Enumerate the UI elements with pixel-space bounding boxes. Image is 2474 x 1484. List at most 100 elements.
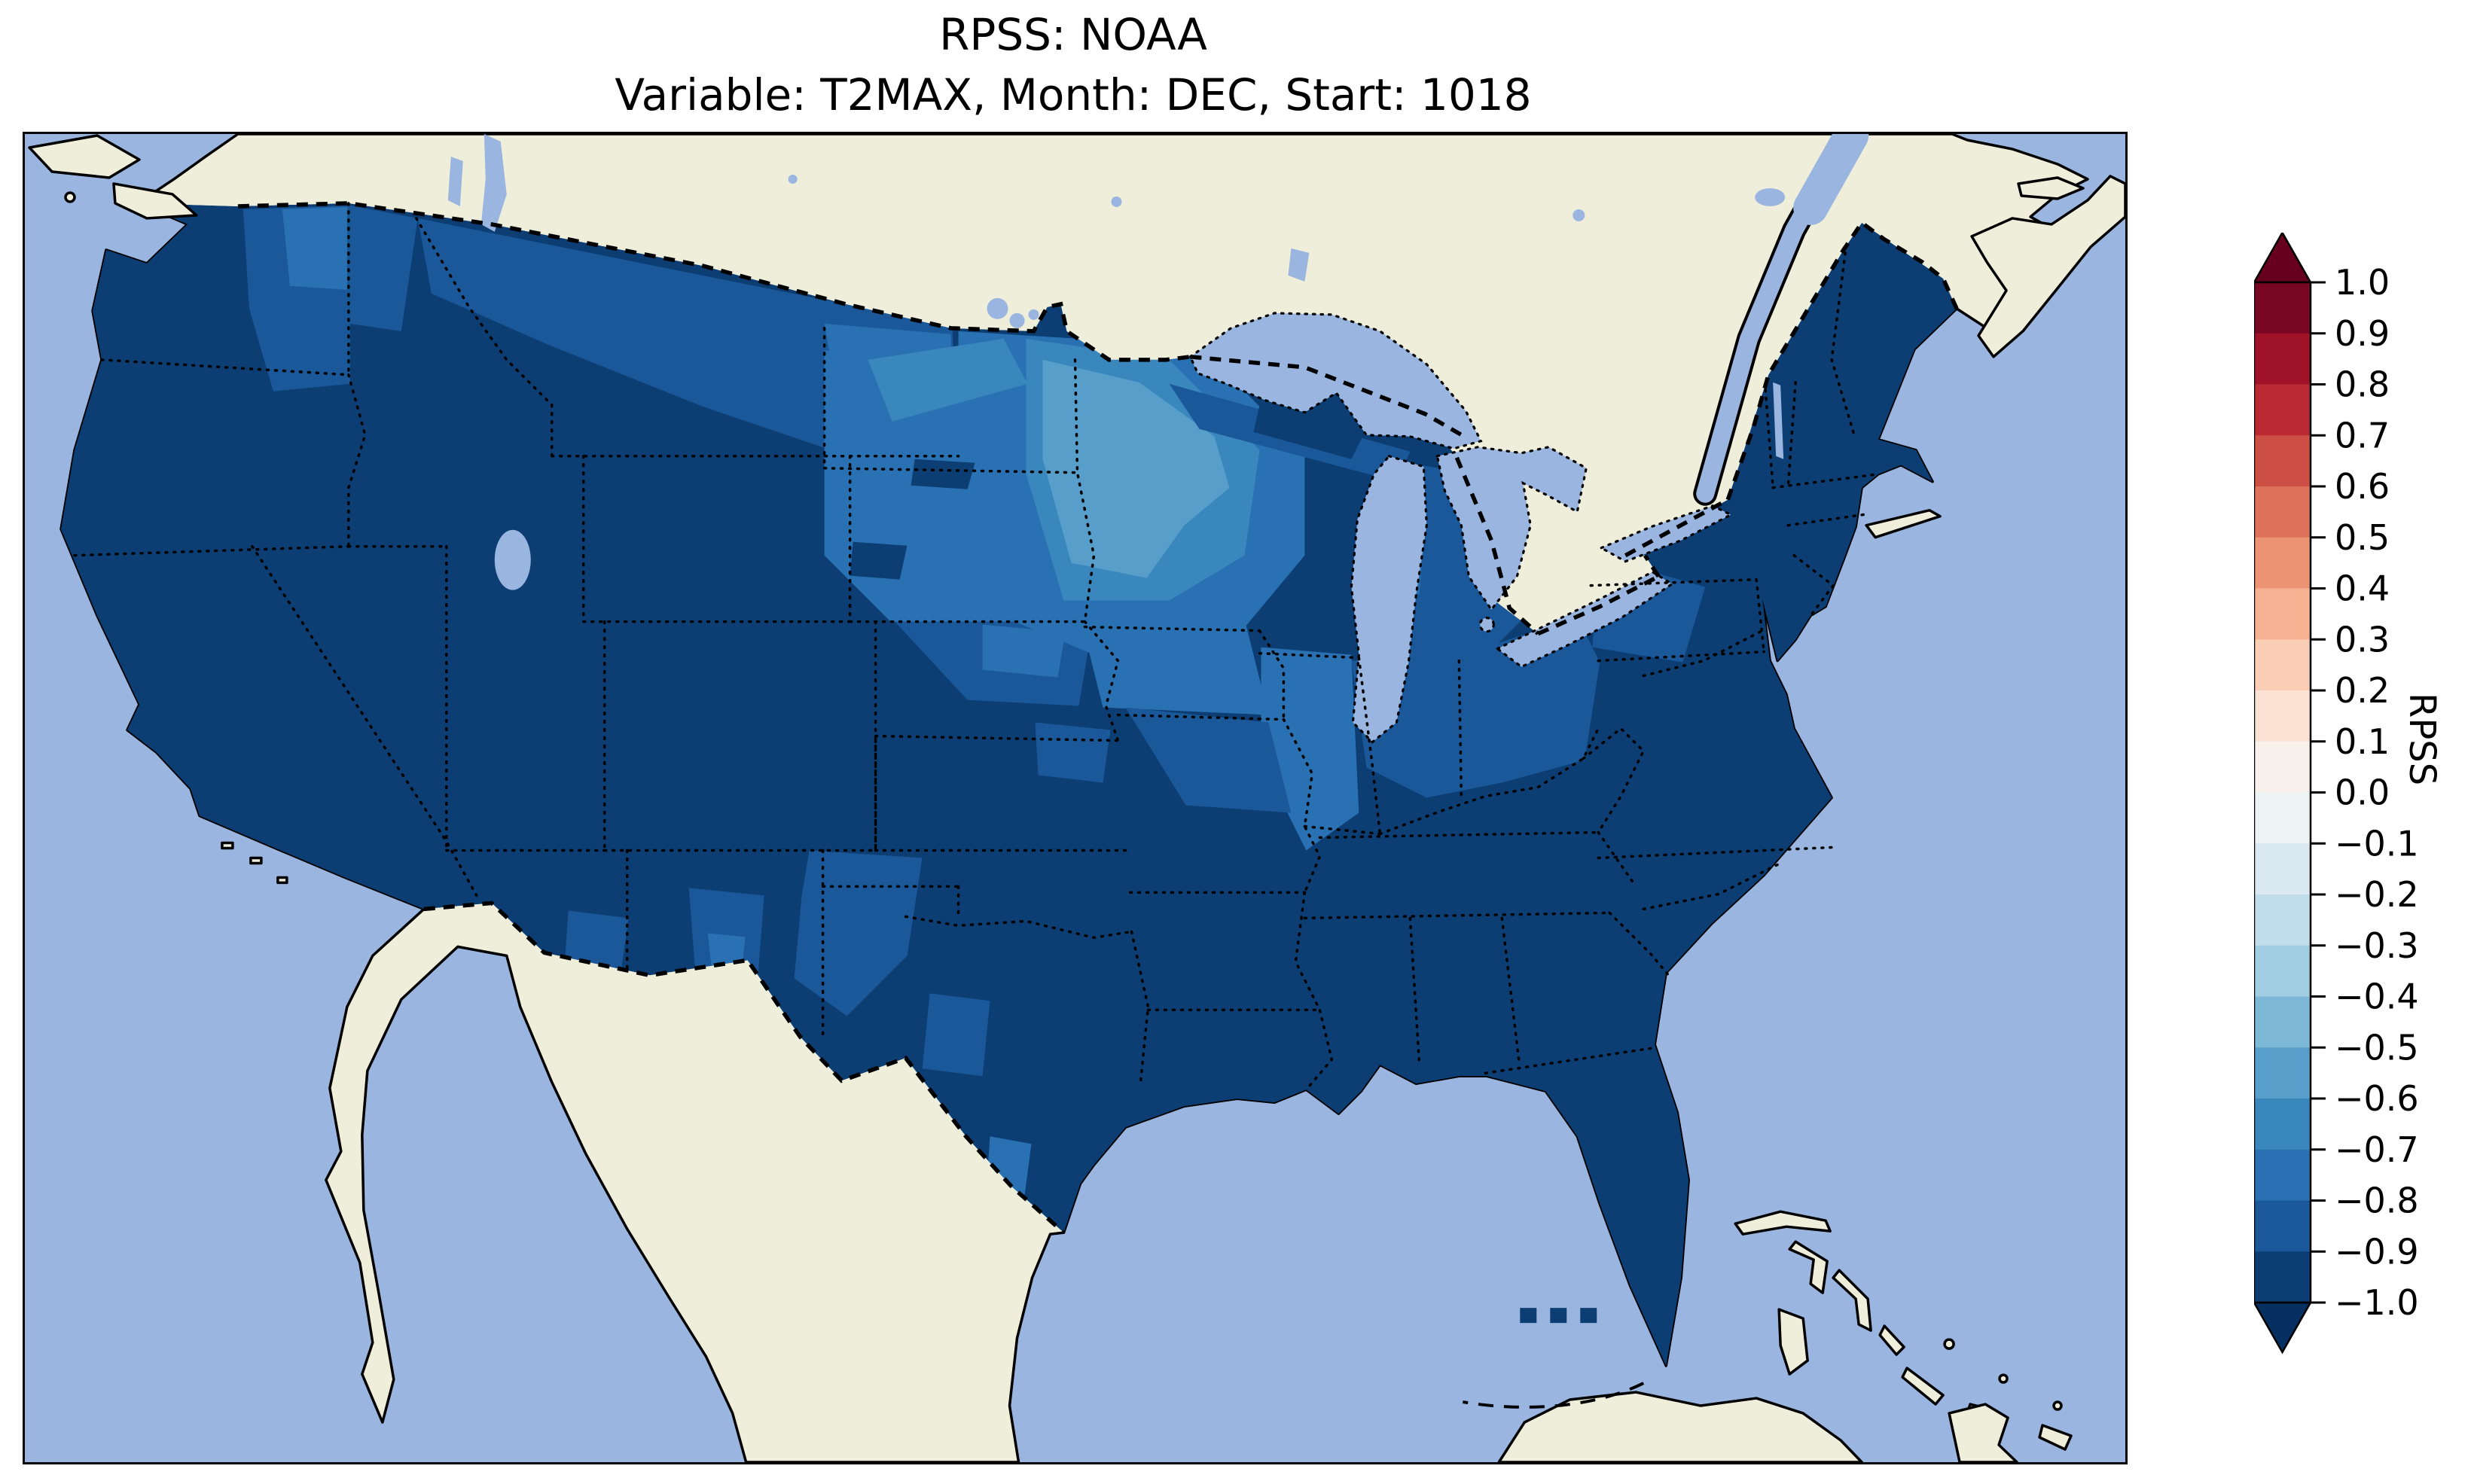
up-dark-spot xyxy=(1253,398,1367,459)
colorbar-segment xyxy=(2254,843,2311,895)
colorbar-segment xyxy=(2254,1251,2311,1303)
ks-pocket xyxy=(1035,722,1111,783)
colorbar-segment xyxy=(2254,1200,2311,1252)
lake-nipigon xyxy=(1288,248,1310,282)
colorbar-tick-label: 0.9 xyxy=(2335,313,2390,354)
colorbar-segment xyxy=(2254,282,2311,334)
offshore-data-cells xyxy=(1520,1308,1597,1324)
chart-title: RPSS: NOAA xyxy=(939,9,1207,60)
mo-ne xyxy=(1125,707,1292,813)
florida-keys-cell-2 xyxy=(1550,1308,1567,1324)
lake-manitoba xyxy=(447,156,463,206)
colorbar-tick-label: 0.5 xyxy=(2335,517,2390,558)
colorbar-segment xyxy=(2254,1047,2311,1099)
colorbar-segment xyxy=(2254,945,2311,998)
colorbar-tick-label: −0.6 xyxy=(2335,1078,2419,1119)
us-rpss-map xyxy=(25,134,2125,1462)
colorbar-tick-label: 0.1 xyxy=(2335,721,2390,762)
tx-central xyxy=(922,993,990,1077)
vancouver-island xyxy=(28,134,141,179)
colorbar-tick-label: −1.0 xyxy=(2335,1282,2419,1323)
prince-edward-island xyxy=(2017,176,2085,200)
hispaniola xyxy=(1948,1403,2018,1462)
map-panel xyxy=(23,132,2128,1464)
florida-keys-arc xyxy=(1462,1382,1645,1409)
lake-champlain xyxy=(1773,382,1784,459)
colorbar-segment xyxy=(2254,690,2311,742)
st-lawrence-river xyxy=(1693,134,1869,506)
sd-dark-spot xyxy=(850,541,908,580)
colorbar-tick-label: 0.4 xyxy=(2335,568,2390,609)
islands xyxy=(28,134,2125,1462)
state-borders xyxy=(73,202,1880,1092)
colorbar-under-arrow xyxy=(2252,1301,2313,1354)
colorbar-tick-label: 0.7 xyxy=(2335,415,2390,456)
colorbar-segment xyxy=(2254,639,2311,691)
colorbar-tick-label: 0.3 xyxy=(2335,619,2390,660)
other-lakes xyxy=(447,134,1786,590)
lake-st-clair xyxy=(1478,617,1495,633)
colorbar-tick-label: 0.2 xyxy=(2335,670,2390,711)
chart-subtitle: Variable: T2MAX, Month: DEC, Start: 1018 xyxy=(615,69,1532,120)
colorbar-tick-label: −0.7 xyxy=(2335,1129,2419,1170)
inagua xyxy=(2038,1424,2073,1451)
colorbar-tick-label: −0.5 xyxy=(2335,1027,2419,1068)
colorbar-tick-label: 0.0 xyxy=(2335,772,2390,813)
n-idaho xyxy=(349,205,418,331)
colorbar-segment xyxy=(2254,1099,2311,1150)
minnesota-core xyxy=(1042,359,1230,578)
ok-wtx xyxy=(794,850,923,1016)
colorbar-tick-label: −0.4 xyxy=(2335,977,2419,1017)
long-island xyxy=(1865,508,1942,539)
in-oh xyxy=(1351,617,1600,798)
lake-of-the-woods xyxy=(987,297,1008,319)
colorbar-segment xyxy=(2254,333,2311,385)
us-canada-border xyxy=(237,201,1959,636)
us-mexico-border xyxy=(423,900,1066,1235)
montana-band xyxy=(417,218,959,458)
eleuthera xyxy=(1832,1269,1872,1332)
colorbar-segment xyxy=(2254,384,2311,436)
colorbar-svg: 1.0 0.9 0.8 0.7 0.6 0.5 0.4 0.3 0.2 0.1 0.0 −0.1 −0.… xyxy=(2252,230,2419,1354)
colorbar-tick-label: 1.0 xyxy=(2335,262,2390,303)
florida-keys-cell-1 xyxy=(1520,1308,1537,1324)
quebec-lake xyxy=(1755,187,1786,206)
grand-bahama xyxy=(1734,1210,1832,1236)
az-se xyxy=(564,910,629,971)
nova-scotia xyxy=(1970,175,2125,358)
lake-erie xyxy=(1495,570,1675,669)
colorbar-axis-label: RPSS xyxy=(2401,693,2443,786)
abaco xyxy=(1788,1240,1829,1294)
colorbar-segment xyxy=(2254,588,2311,640)
lake-huron xyxy=(1435,446,1588,612)
florida-keys-cell-3 xyxy=(1580,1308,1597,1324)
lake-superior xyxy=(1188,312,1483,450)
colorbar: 1.0 0.9 0.8 0.7 0.6 0.5 0.4 0.3 0.2 0.1 0.0 −0.1 −0.… xyxy=(2252,230,2474,1362)
colorbar-tick-label: −0.1 xyxy=(2335,823,2419,864)
colorbar-tick-label: −0.8 xyxy=(2335,1181,2419,1221)
colorbar-segment xyxy=(2254,1149,2311,1202)
colorbar-tick-label: 0.8 xyxy=(2335,364,2390,405)
colorbar-segment xyxy=(2254,996,2311,1048)
channel-islands xyxy=(221,841,234,850)
great-salt-lake xyxy=(494,529,531,590)
lake-michigan xyxy=(1350,454,1428,744)
colorbar-tick-label: 0.6 xyxy=(2335,466,2390,507)
colorbar-segment xyxy=(2254,894,2311,946)
colorbar-over-arrow xyxy=(2252,230,2313,284)
andros xyxy=(1777,1308,1809,1376)
colorbar-segment xyxy=(2254,792,2311,844)
nd-streak xyxy=(868,338,1028,422)
ne-pocket xyxy=(982,624,1066,678)
iowa xyxy=(1080,617,1269,715)
colorbar-tick-label: −0.9 xyxy=(2335,1231,2419,1272)
cuba xyxy=(1497,1391,1863,1462)
nd-dark-spot xyxy=(911,459,975,489)
colorbar-tick-label: −0.3 xyxy=(2335,925,2419,966)
ne-washington xyxy=(282,206,347,290)
lake-winnipeg xyxy=(480,134,507,232)
colorbar-segment xyxy=(2254,435,2311,487)
colorbar-segment xyxy=(2254,486,2311,538)
colorbar-tick-label: −0.2 xyxy=(2335,874,2419,915)
